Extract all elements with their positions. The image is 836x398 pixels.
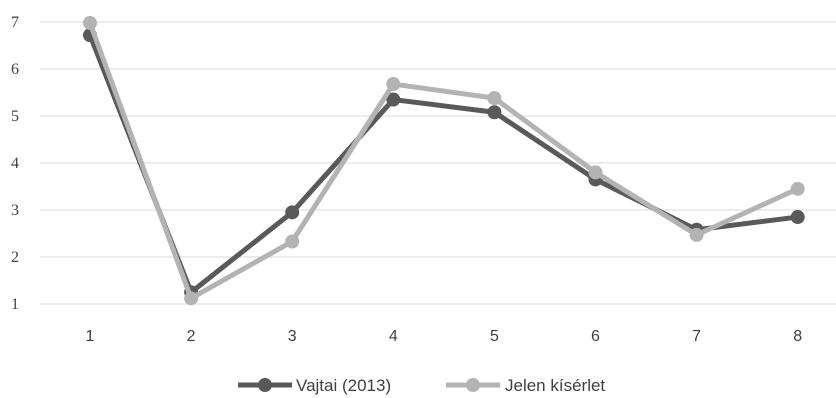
y-tick-label: 7 bbox=[11, 14, 19, 31]
data-point bbox=[487, 105, 502, 120]
y-axis-ticks: 1 2 3 4 5 6 7 bbox=[11, 14, 19, 313]
data-point bbox=[588, 165, 603, 180]
data-point bbox=[386, 77, 401, 92]
x-tick-label: 4 bbox=[389, 328, 398, 345]
x-tick-label: 1 bbox=[86, 328, 95, 345]
data-point bbox=[386, 92, 401, 107]
y-tick-label: 3 bbox=[11, 202, 19, 219]
gridlines bbox=[40, 21, 836, 305]
data-point bbox=[285, 205, 300, 220]
legend-marker bbox=[258, 378, 272, 392]
y-tick-label: 2 bbox=[11, 249, 19, 266]
data-point bbox=[83, 15, 97, 30]
legend-item: Vajtai (2013) bbox=[238, 376, 391, 395]
series-line bbox=[87, 32, 801, 295]
series-line bbox=[87, 20, 801, 301]
legend-marker bbox=[466, 378, 480, 392]
x-axis-ticks: 1 2 3 4 5 6 7 8 bbox=[86, 328, 803, 345]
series-2 bbox=[83, 15, 805, 306]
y-tick-label: 5 bbox=[11, 108, 19, 125]
y-tick-label: 4 bbox=[11, 155, 19, 172]
x-tick-label: 3 bbox=[288, 328, 297, 345]
legend-label: Vajtai (2013) bbox=[296, 376, 391, 395]
data-point bbox=[790, 210, 805, 225]
x-tick-label: 5 bbox=[490, 328, 499, 345]
data-point bbox=[184, 291, 199, 306]
legend-label: Jelen kísérlet bbox=[505, 376, 605, 395]
x-tick-label: 8 bbox=[793, 328, 802, 345]
series-lines bbox=[83, 15, 805, 306]
x-tick-label: 6 bbox=[591, 328, 600, 345]
y-tick-label: 1 bbox=[11, 296, 19, 313]
data-point bbox=[487, 91, 502, 106]
legend-item: Jelen kísérlet bbox=[446, 376, 605, 395]
x-tick-label: 7 bbox=[692, 328, 701, 345]
x-tick-label: 2 bbox=[187, 328, 196, 345]
data-point bbox=[285, 234, 300, 249]
legend: Vajtai (2013) Jelen kísérlet bbox=[238, 376, 605, 395]
data-point bbox=[790, 181, 805, 196]
data-point bbox=[689, 227, 704, 242]
y-tick-label: 6 bbox=[11, 61, 19, 78]
